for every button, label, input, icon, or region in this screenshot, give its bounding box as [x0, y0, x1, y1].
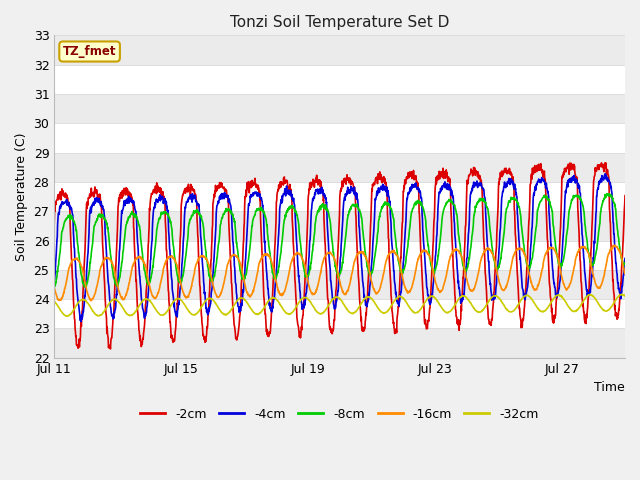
-2cm — [417, 260, 425, 265]
-4cm — [51, 277, 58, 283]
-16cm — [296, 251, 303, 256]
-2cm — [305, 192, 312, 197]
-16cm — [621, 271, 629, 276]
-32cm — [63, 313, 70, 319]
-16cm — [305, 282, 312, 288]
-2cm — [598, 160, 605, 166]
-2cm — [296, 334, 303, 340]
-16cm — [543, 249, 550, 254]
Line: -4cm: -4cm — [54, 174, 625, 322]
Bar — [54, 94, 625, 123]
-32cm — [51, 298, 58, 304]
-8cm — [355, 205, 362, 211]
-8cm — [543, 193, 550, 199]
-16cm — [355, 251, 362, 257]
-8cm — [296, 232, 303, 238]
-2cm — [107, 346, 115, 352]
-16cm — [611, 242, 619, 248]
-32cm — [417, 305, 425, 311]
-16cm — [417, 250, 425, 255]
-32cm — [355, 305, 362, 311]
-8cm — [417, 200, 425, 206]
-4cm — [77, 319, 85, 324]
-16cm — [84, 292, 92, 298]
Bar — [54, 153, 625, 182]
-32cm — [543, 306, 550, 312]
-16cm — [51, 285, 58, 291]
Line: -16cm: -16cm — [54, 245, 625, 301]
-4cm — [84, 243, 92, 249]
-4cm — [355, 204, 362, 209]
-8cm — [81, 284, 88, 290]
-32cm — [296, 299, 303, 304]
-4cm — [417, 195, 425, 201]
-8cm — [84, 274, 92, 279]
-2cm — [84, 199, 92, 205]
-4cm — [296, 281, 303, 287]
-2cm — [621, 193, 629, 199]
Line: -8cm: -8cm — [54, 194, 625, 287]
-4cm — [305, 256, 312, 262]
Bar — [54, 36, 625, 65]
Line: -32cm: -32cm — [54, 294, 625, 316]
-32cm — [618, 291, 626, 297]
-8cm — [621, 260, 629, 266]
-4cm — [601, 171, 609, 177]
-2cm — [51, 220, 58, 226]
-16cm — [87, 298, 95, 304]
-4cm — [543, 185, 550, 191]
-32cm — [305, 297, 312, 303]
-4cm — [621, 255, 629, 261]
-8cm — [51, 283, 58, 289]
X-axis label: Time: Time — [595, 381, 625, 394]
Y-axis label: Soil Temperature (C): Soil Temperature (C) — [15, 132, 28, 261]
Line: -2cm: -2cm — [54, 163, 625, 349]
Legend: -2cm, -4cm, -8cm, -16cm, -32cm: -2cm, -4cm, -8cm, -16cm, -32cm — [136, 403, 544, 426]
-32cm — [621, 293, 629, 299]
-8cm — [605, 191, 613, 197]
Bar — [54, 211, 625, 240]
Bar — [54, 328, 625, 358]
-2cm — [355, 273, 362, 278]
-2cm — [543, 219, 550, 225]
-32cm — [84, 301, 92, 307]
Bar — [54, 270, 625, 299]
-8cm — [305, 272, 312, 277]
Title: Tonzi Soil Temperature Set D: Tonzi Soil Temperature Set D — [230, 15, 449, 30]
Text: TZ_fmet: TZ_fmet — [63, 45, 116, 58]
